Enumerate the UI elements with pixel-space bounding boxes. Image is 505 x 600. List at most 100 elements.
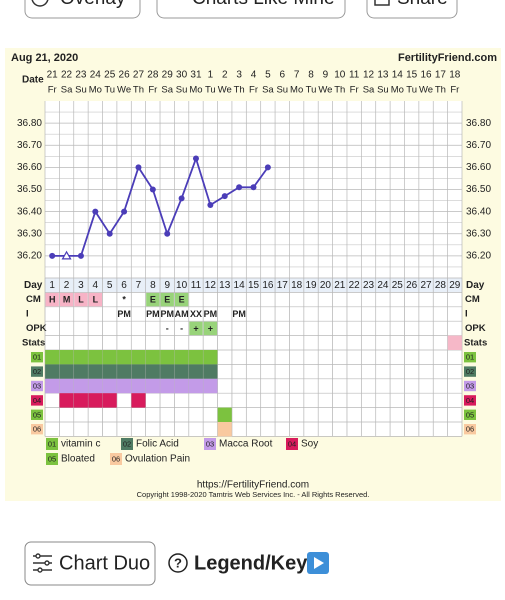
y-tick-label: 36.40 [17, 206, 42, 217]
date-label: 21 [47, 70, 59, 81]
stat-cell [45, 378, 60, 394]
overlay-icon [31, 0, 49, 7]
row-badge [31, 352, 43, 363]
weekday-label: Th [234, 85, 245, 96]
cell-text: H [49, 294, 56, 304]
legend-swatch [46, 453, 58, 465]
date-label: 28 [147, 70, 159, 81]
row-badge-text: 02 [33, 367, 41, 376]
weekday-label: Su [176, 85, 188, 96]
y-tick-label: 36.80 [17, 118, 42, 129]
weekday-label: Mo [391, 85, 404, 96]
day-number: 8 [150, 280, 156, 291]
cell-text: PM [204, 309, 218, 319]
row-label: Day [24, 280, 43, 291]
stat-cell [102, 350, 117, 365]
day-number: 20 [320, 280, 332, 291]
row-badge-right-text: 01 [466, 353, 474, 362]
temperature-point [77, 252, 84, 259]
day-number: 10 [176, 280, 188, 291]
date-label: 5 [265, 70, 271, 81]
stats-cell [447, 335, 462, 350]
legend-label: Ovulation Pain [125, 454, 190, 465]
y-tick-label: 36.30 [17, 228, 42, 239]
row-badge-right-text: 05 [466, 410, 474, 419]
row-badge [31, 424, 43, 435]
stat-cell [59, 364, 74, 379]
row-label: Stats [22, 337, 45, 348]
legend-code: 02 [123, 439, 131, 448]
cell-text: E [150, 294, 156, 304]
day-number: 27 [420, 280, 432, 291]
stat-cell [116, 350, 132, 365]
date-label: 27 [133, 70, 145, 81]
cell-highlight [203, 321, 218, 336]
row-badge-right [464, 395, 476, 406]
charts-like-mine-button[interactable] [156, 0, 346, 19]
day-number: 21 [334, 280, 346, 291]
date-label: 1 [208, 70, 214, 81]
day-number: 5 [107, 280, 113, 291]
y-tick-label-right: 36.60 [466, 162, 491, 173]
cell-highlight [189, 321, 203, 336]
stat-cell [145, 350, 161, 365]
stat-cell [217, 407, 232, 422]
cell-text: AM [175, 309, 189, 319]
cell-text: * [122, 294, 126, 304]
temperature-point [92, 208, 99, 215]
date-label: 12 [363, 70, 375, 81]
weekday-label: Su [276, 85, 288, 96]
weekday-label: Mo [290, 85, 303, 96]
temperature-point [264, 164, 271, 171]
row-badge-right [464, 424, 476, 435]
legend-code: 01 [48, 439, 56, 448]
date-label: 14 [392, 70, 404, 81]
weekday-label: We [218, 85, 232, 96]
cell-text: M [63, 294, 71, 304]
stat-cell [59, 378, 74, 394]
weekday-label: Sa [363, 85, 375, 96]
day-number: 13 [219, 280, 231, 291]
legend-swatch [110, 453, 122, 465]
temperature-point [236, 184, 243, 191]
row-badge-text: 04 [33, 396, 41, 405]
row-label-right: CM [465, 294, 480, 305]
cell-text: E [164, 294, 170, 304]
temperature-point [149, 186, 156, 193]
chart-title: Aug 21, 2020 [11, 52, 78, 64]
legend-label: Soy [301, 439, 318, 450]
cell-highlight [88, 292, 103, 307]
overlay-button[interactable] [24, 0, 141, 19]
temperature-point [192, 155, 199, 162]
y-tick-label: 36.50 [17, 184, 42, 195]
temperature-point [121, 208, 128, 215]
cell-text: L [93, 294, 99, 304]
legend-key-link[interactable]: Legend/Key [194, 552, 308, 574]
temperature-point [106, 230, 113, 237]
day-number: 15 [248, 280, 260, 291]
row-badge-text: 01 [33, 353, 41, 362]
site-name: FertilityFriend.com [398, 52, 497, 64]
weekday-label: Su [377, 85, 389, 96]
stat-cell [73, 378, 89, 394]
weekday-label: Sa [61, 85, 73, 96]
row-badge [31, 366, 43, 377]
chart: 21Fr22Sa23Su24Mo25Tu26We27Th28Fr29Sa30Su… [17, 70, 491, 465]
day-number: 29 [449, 280, 461, 291]
weekday-label: We [318, 85, 332, 96]
date-label: 11 [349, 70, 360, 81]
cell-highlight [45, 292, 59, 307]
y-tick-label-right: 36.70 [466, 140, 491, 151]
row-badge [31, 380, 43, 392]
stat-cell [59, 350, 74, 365]
chart-duo-button[interactable] [24, 541, 156, 586]
day-number: 6 [121, 280, 127, 291]
stat-cell [203, 350, 218, 365]
stat-cell [188, 364, 204, 379]
row-label-right: Stats [464, 337, 487, 348]
stat-cell [217, 422, 232, 437]
copyright: Copyright 1998-2020 Tamtris Web Services… [137, 490, 370, 499]
play-triangle [314, 557, 324, 569]
stat-cell [88, 378, 103, 394]
